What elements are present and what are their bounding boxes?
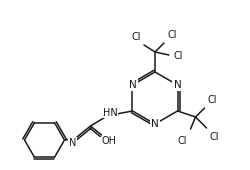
Text: N: N	[128, 80, 136, 90]
Text: HN: HN	[103, 108, 118, 118]
Text: OH: OH	[102, 136, 116, 146]
Text: Cl: Cl	[131, 32, 140, 42]
Text: Cl: Cl	[207, 95, 216, 105]
Text: N: N	[68, 138, 76, 148]
Text: Cl: Cl	[209, 132, 218, 142]
Text: N: N	[150, 119, 158, 129]
Text: N: N	[173, 80, 181, 90]
Text: Cl: Cl	[177, 136, 186, 146]
Text: Cl: Cl	[172, 51, 182, 61]
Text: Cl: Cl	[166, 30, 176, 40]
